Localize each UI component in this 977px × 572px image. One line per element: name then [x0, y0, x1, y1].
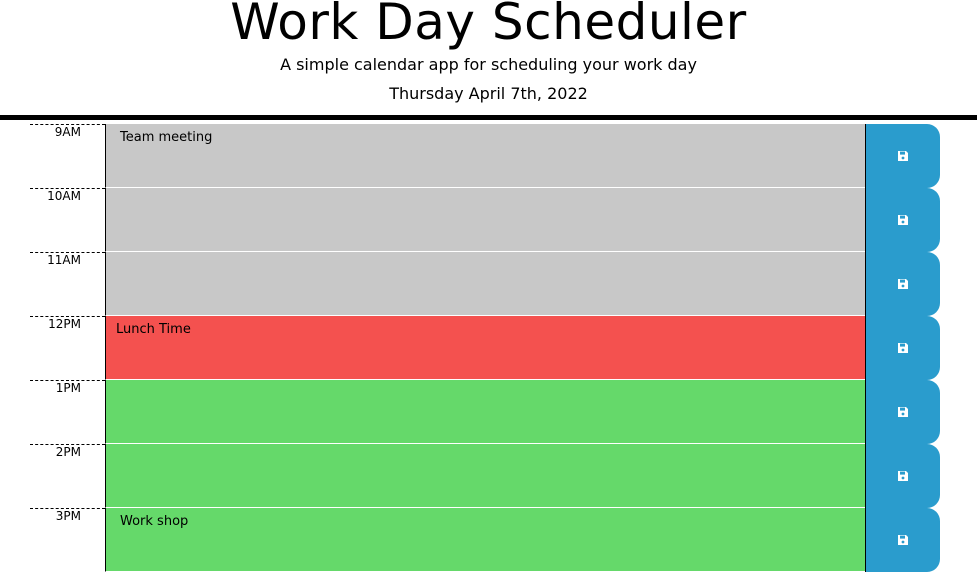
save-button[interactable]	[865, 188, 940, 252]
page-subtitle: A simple calendar app for scheduling you…	[280, 55, 697, 74]
time-block-1pm: 1PM	[0, 380, 977, 444]
time-block-11am: 11AM	[0, 252, 977, 316]
floppy-disk-icon	[898, 151, 908, 161]
current-day: Thursday April 7th, 2022	[389, 84, 588, 103]
page-header: Work Day Scheduler A simple calendar app…	[0, 0, 977, 116]
save-button[interactable]	[865, 508, 940, 572]
description-input[interactable]	[105, 188, 865, 252]
description-input[interactable]: Work shop	[105, 508, 865, 572]
time-block-container: 9AM Team meeting 10AM 11AM	[0, 124, 977, 572]
hour-label: 10AM	[30, 188, 105, 252]
save-button[interactable]	[865, 380, 940, 444]
hour-label: 9AM	[30, 124, 105, 188]
save-button[interactable]	[865, 252, 940, 316]
header-divider	[0, 115, 977, 120]
floppy-disk-icon	[898, 343, 908, 353]
time-block-9am: 9AM Team meeting	[0, 124, 977, 188]
hour-label: 12PM	[30, 316, 105, 380]
time-block-2pm: 2PM	[0, 444, 977, 508]
hour-label: 11AM	[30, 252, 105, 316]
save-button[interactable]	[865, 444, 940, 508]
description-input[interactable]	[105, 380, 865, 444]
save-button[interactable]	[865, 124, 940, 188]
floppy-disk-icon	[898, 535, 908, 545]
floppy-disk-icon	[898, 407, 908, 417]
description-input[interactable]	[105, 444, 865, 508]
hour-label: 3PM	[30, 508, 105, 572]
description-input[interactable]: Team meeting	[105, 124, 865, 188]
hour-label: 1PM	[30, 380, 105, 444]
time-block-12pm: 12PM Lunch Time	[0, 316, 977, 380]
time-block-10am: 10AM	[0, 188, 977, 252]
floppy-disk-icon	[898, 471, 908, 481]
floppy-disk-icon	[898, 215, 908, 225]
hour-label: 2PM	[30, 444, 105, 508]
description-input[interactable]: Lunch Time	[105, 316, 865, 380]
floppy-disk-icon	[898, 279, 908, 289]
time-block-3pm: 3PM Work shop	[0, 508, 977, 572]
description-input[interactable]	[105, 252, 865, 316]
page-title: Work Day Scheduler	[230, 0, 747, 51]
save-button[interactable]	[865, 316, 940, 380]
